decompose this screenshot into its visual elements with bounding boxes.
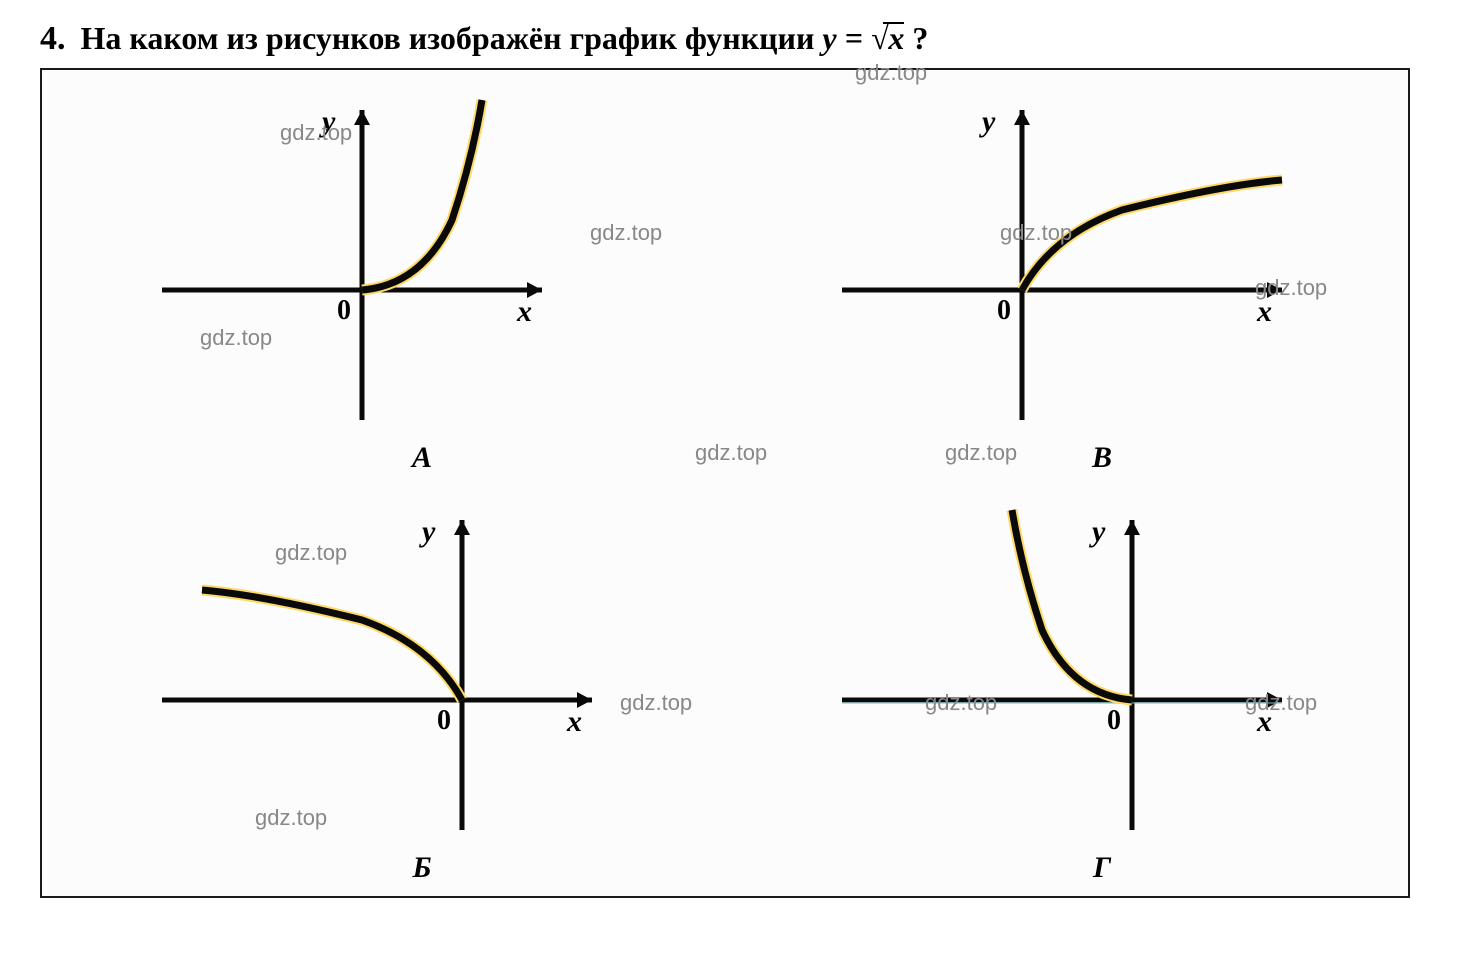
chart-panel-b: y x 0 Б [142, 500, 702, 880]
graph-a: y x 0 [142, 90, 702, 430]
panel-label-v: В [1092, 441, 1112, 475]
origin-label: 0 [1107, 705, 1121, 737]
y-arrow [354, 110, 370, 125]
y-label: y [982, 105, 995, 139]
x-label: x [567, 705, 582, 739]
question-header: 4. На каком из рисунков изображён график… [40, 20, 1419, 58]
watermark-text: gdz.top [695, 440, 767, 466]
watermark-text: gdz.top [280, 120, 352, 146]
formula: y = √x [822, 20, 904, 56]
graph-v: y x 0 [822, 90, 1382, 430]
graph-svg-g [822, 500, 1382, 840]
watermark-text: gdz.top [925, 690, 997, 716]
watermark-text: gdz.top [855, 60, 927, 86]
origin-label: 0 [997, 295, 1011, 327]
y-arrow [454, 520, 470, 535]
watermark-text: gdz.top [620, 690, 692, 716]
watermark-text: gdz.top [945, 440, 1017, 466]
watermark-text: gdz.top [1245, 690, 1317, 716]
watermark-text: gdz.top [275, 540, 347, 566]
origin-label: 0 [337, 295, 351, 327]
y-arrow [1124, 520, 1140, 535]
y-label: y [422, 515, 435, 549]
watermark-text: gdz.top [590, 220, 662, 246]
graph-svg-b [142, 500, 702, 840]
question-number: 4. [40, 20, 66, 58]
sqrt-symbol: √x [871, 20, 905, 57]
graph-svg-v [822, 90, 1382, 430]
y-arrow [1014, 110, 1030, 125]
y-label: y [1092, 515, 1105, 549]
curve-glow [202, 590, 462, 700]
graph-svg-a [142, 90, 702, 430]
graph-g: y x 0 [822, 500, 1382, 840]
question-text: На каком из рисунков изображён график фу… [81, 20, 929, 57]
panel-label-a: А [412, 441, 432, 475]
origin-label: 0 [437, 705, 451, 737]
watermark-text: gdz.top [255, 805, 327, 831]
watermark-text: gdz.top [200, 325, 272, 351]
watermark-text: gdz.top [1000, 220, 1072, 246]
watermark-text: gdz.top [1255, 275, 1327, 301]
panel-label-g: Г [1093, 851, 1111, 885]
charts-container: y x 0 А y x 0 В [40, 68, 1410, 898]
chart-panel-a: y x 0 А [142, 90, 702, 470]
x-label: x [517, 295, 532, 329]
curve [202, 590, 462, 700]
graph-b: y x 0 [142, 500, 702, 840]
panel-label-b: Б [412, 851, 431, 885]
